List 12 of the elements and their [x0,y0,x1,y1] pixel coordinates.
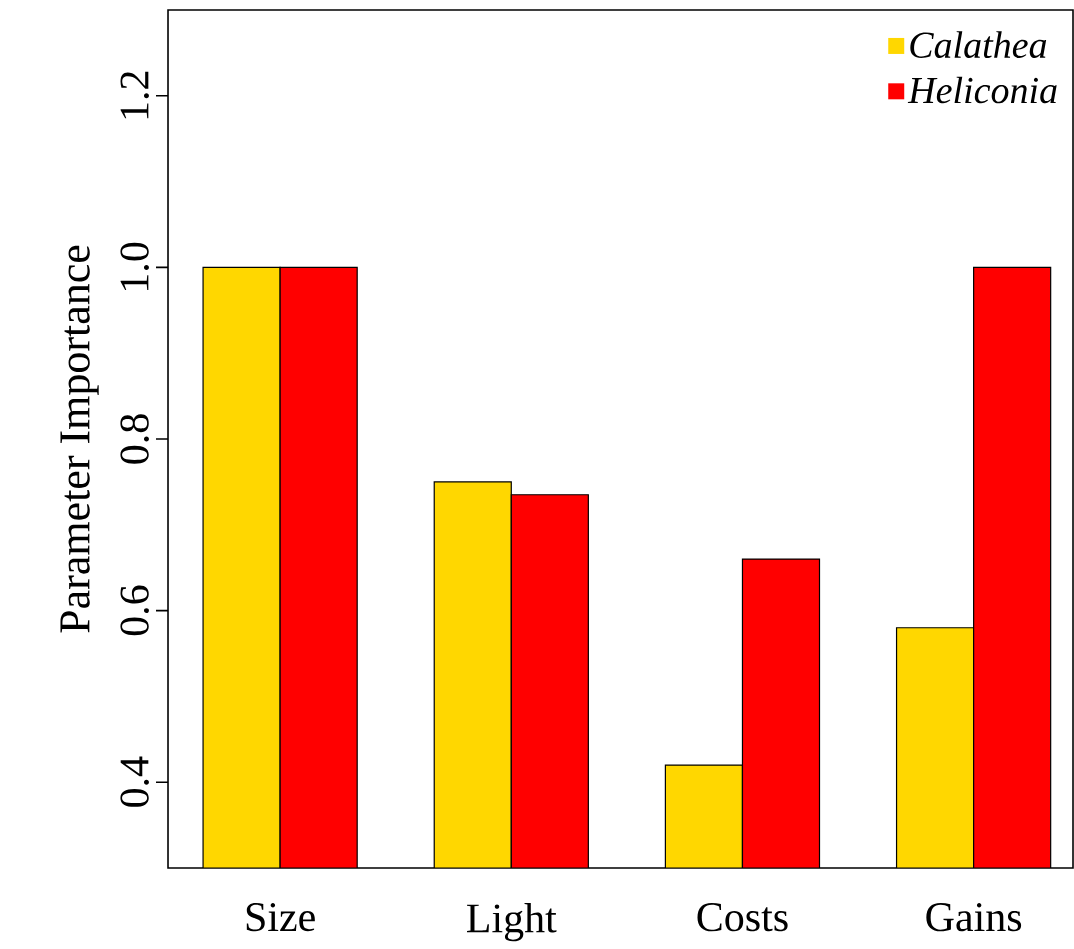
x-tick-label: Gains [926,903,1022,932]
y-tick-label: 0.4 [120,756,149,807]
y-tick-label: 0.6 [120,585,149,636]
x-tick-label: Costs [697,903,788,932]
y-axis-title: Parameter Importance [60,245,99,633]
y-tick-label: 0.8 [120,414,149,464]
y-tick-label: 1.0 [120,242,149,290]
legend-label: Heliconia [907,76,1057,104]
x-tick-label: Size [246,903,315,932]
y-tick-label: 1.2 [120,71,149,119]
x-tick-label: Light [467,903,557,942]
legend-label: Calathea [910,31,1047,59]
